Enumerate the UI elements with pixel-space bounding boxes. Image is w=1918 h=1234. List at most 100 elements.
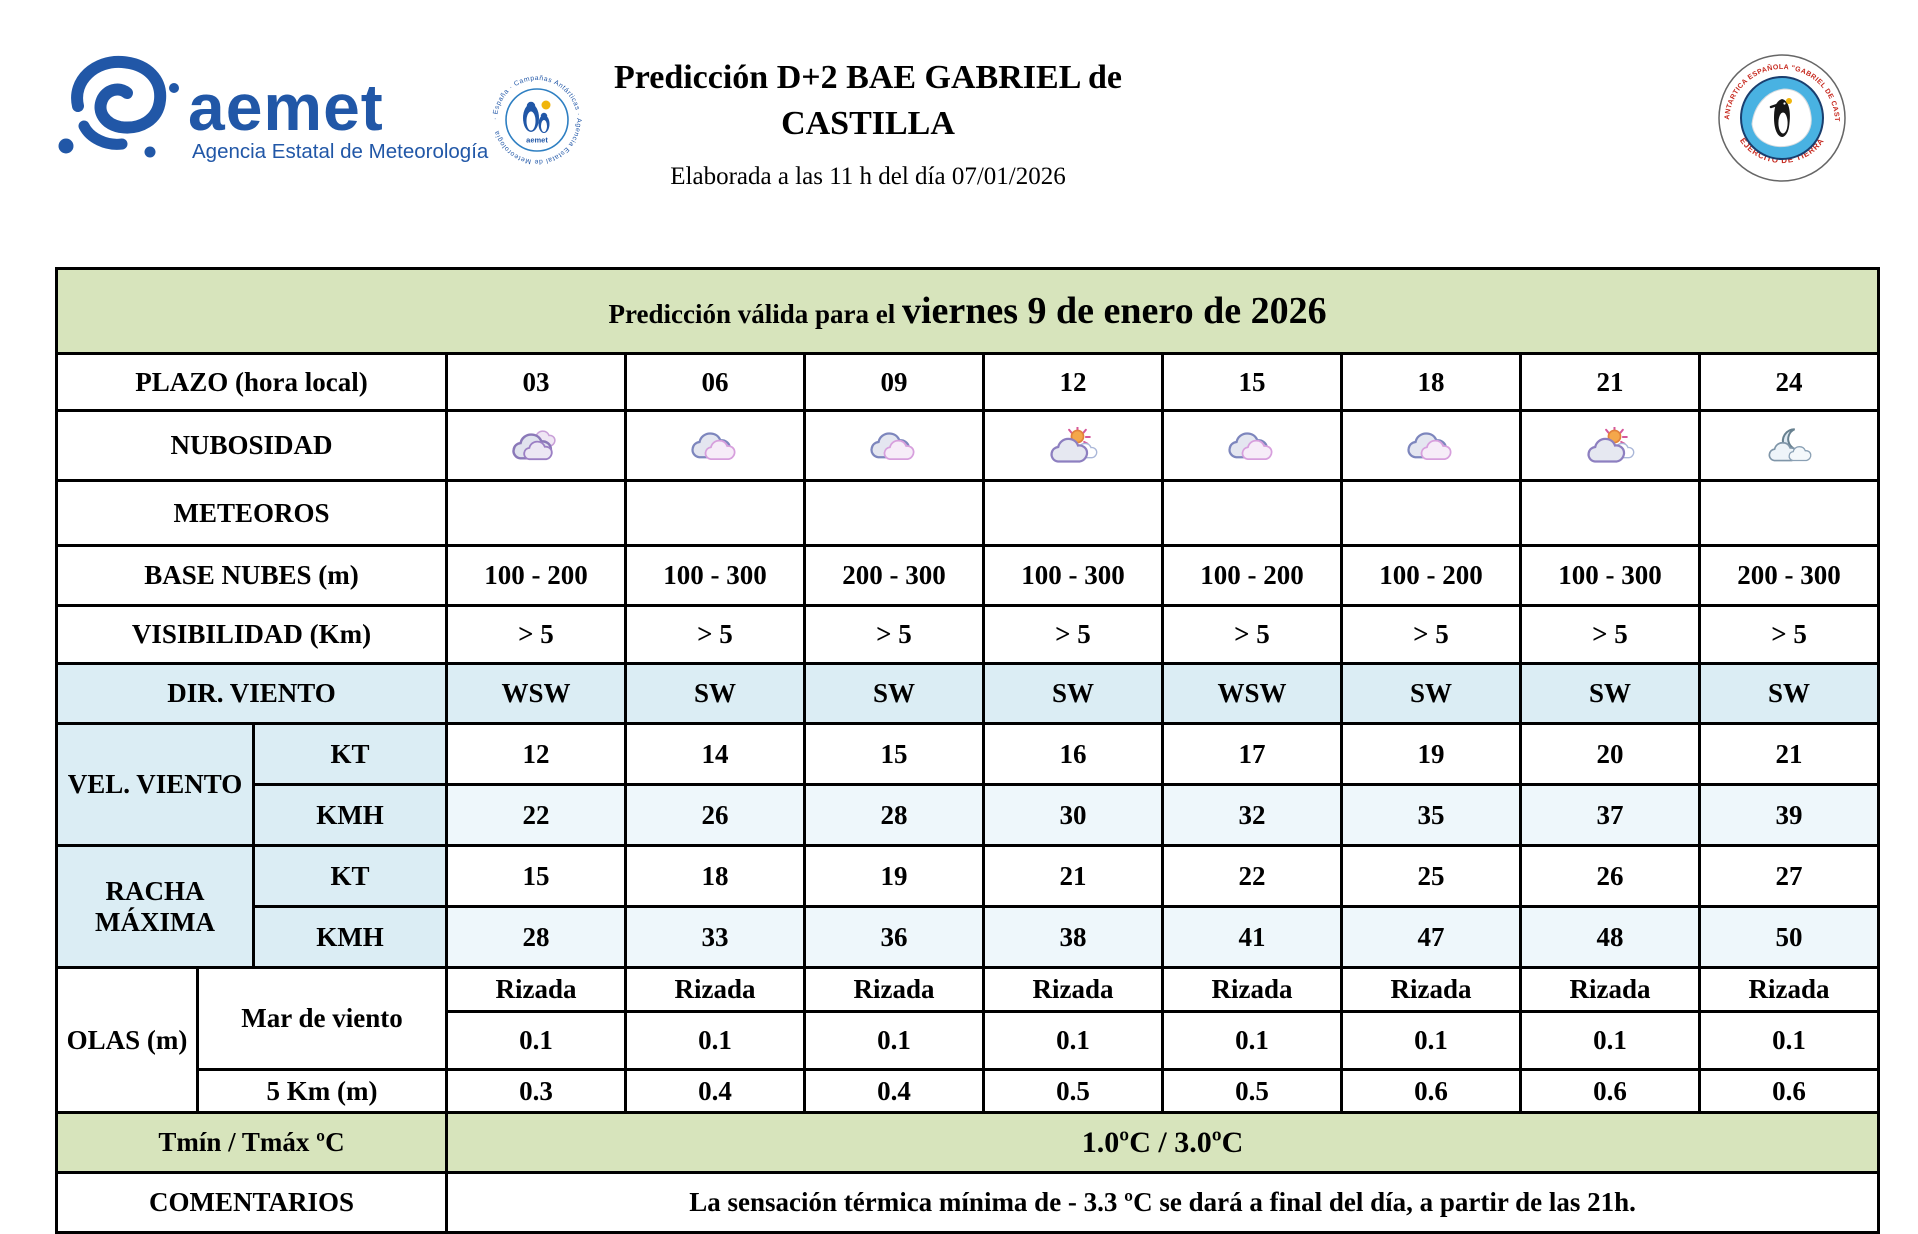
plazo-hour-cell: 24 (1697, 352, 1881, 412)
page-title: Predicción D+2 BAE GABRIEL de CASTILLA (613, 59, 1122, 142)
nubosidad-icon-cell (1161, 409, 1343, 482)
olas-5km-cell: 0.6 (1340, 1068, 1522, 1114)
row-base-nubes: BASE NUBES (m) 100 - 200 100 - 300 200 -… (55, 544, 1881, 607)
visibilidad-cell: > 5 (1519, 604, 1701, 665)
meteoros-cell (1161, 479, 1343, 547)
dir-viento-cell: SW (1519, 662, 1701, 725)
aemet-tagline: Agencia Estatal de Meteorología (192, 140, 489, 163)
penguin-icon (1769, 98, 1792, 137)
vel-kt-cell: 12 (445, 722, 627, 786)
plazo-hour-cell: 03 (445, 352, 627, 412)
comentarios-label: COMENTARIOS (55, 1171, 448, 1234)
row-olas-estado: OLAS (m) Mar de viento Rizada Rizada Riz… (55, 966, 1881, 1114)
vel-kt-cell: 16 (982, 722, 1164, 786)
visibilidad-cell: > 5 (982, 604, 1164, 665)
weather-icon-nubes-sol (1582, 426, 1638, 466)
page-header: aemet Agencia Estatal de Meteorología · … (0, 0, 1918, 267)
row-temp: Tmín / Tmáx ºC 1.0ºC / 3.0ºC (55, 1111, 1881, 1174)
weather-icon-nuboso (1224, 426, 1280, 466)
vel-kt-label: KT (252, 722, 448, 786)
dir-viento-cell: SW (1340, 662, 1522, 725)
olas-estado-cell: Rizada (1340, 966, 1522, 1013)
row-comentarios: COMENTARIOS La sensación térmica mínima … (55, 1171, 1881, 1234)
row-meteoros: METEOROS (55, 479, 1881, 547)
visibilidad-cell: > 5 (803, 604, 985, 665)
comentarios-text: La sensación térmica mínima de - 3.3 ºC … (444, 1171, 1881, 1234)
vel-kmh-cell: 26 (624, 783, 806, 847)
racha-kt-cell: 19 (803, 844, 985, 908)
racha-kt-cell: 27 (1697, 844, 1881, 908)
row-vel-kmh: KMH 22 26 28 30 32 35 37 39 (57, 783, 1881, 847)
plazo-hour-cell: 15 (1161, 352, 1343, 412)
weather-icon-nubes-luna (1761, 426, 1817, 466)
plazo-hour-cell: 09 (803, 352, 985, 412)
racha-label: RACHA MÁXIMA (55, 844, 255, 969)
base-nubes-label: BASE NUBES (m) (55, 544, 448, 607)
dir-viento-cell: SW (803, 662, 985, 725)
weather-icon-nuboso (866, 426, 922, 466)
racha-kmh-cell: 33 (624, 905, 806, 969)
dir-viento-cell: SW (624, 662, 806, 725)
nubosidad-icon-cell (1340, 409, 1522, 482)
base-nubes-cell: 100 - 200 (445, 544, 627, 607)
row-racha-kmh: KMH 28 33 36 38 41 47 48 50 (57, 905, 1881, 969)
vel-kmh-cell: 35 (1340, 783, 1522, 847)
visibilidad-label: VISIBILIDAD (Km) (55, 604, 448, 665)
nubosidad-icon-cell (803, 409, 985, 482)
row-plazo: PLAZO (hora local) 03 06 09 12 15 18 21 … (55, 352, 1881, 412)
meteoros-cell (982, 479, 1164, 547)
olas-altura-cell: 0.1 (1340, 1010, 1522, 1071)
vel-kt-cell: 17 (1161, 722, 1343, 786)
visibilidad-cell: > 5 (1340, 604, 1522, 665)
olas-altura-cell: 0.1 (803, 1010, 985, 1071)
visibilidad-cell: > 5 (1697, 604, 1881, 665)
racha-kmh-label: KMH (252, 905, 448, 969)
meteoros-cell (445, 479, 627, 547)
visibilidad-cell: > 5 (624, 604, 806, 665)
vel-kt-cell: 14 (624, 722, 806, 786)
racha-kt-cell: 15 (445, 844, 627, 908)
aemet-logo-graphic: aemet Agencia Estatal de Meteorología · … (58, 55, 587, 170)
racha-kmh-cell: 48 (1519, 905, 1701, 969)
olas-5km-cell: 0.5 (1161, 1068, 1343, 1114)
nubosidad-icon-cell (982, 409, 1164, 482)
base-nubes-cell: 100 - 200 (1161, 544, 1343, 607)
row-olas-5km: 5 Km (m) 0.3 0.4 0.4 0.5 0.5 0.6 0.6 0.6 (57, 1068, 1881, 1114)
racha-kmh-cell: 50 (1697, 905, 1881, 969)
vel-kmh-cell: 37 (1519, 783, 1701, 847)
olas-altura-cell: 0.1 (1161, 1010, 1343, 1071)
plazo-hour-cell: 12 (982, 352, 1164, 412)
base-nubes-cell: 100 - 300 (624, 544, 806, 607)
aemet-wordmark: aemet (188, 70, 384, 144)
mar-de-viento-label: Mar de viento (196, 966, 448, 1071)
temp-value: 1.0ºC / 3.0ºC (444, 1111, 1881, 1174)
racha-kt-cell: 18 (624, 844, 806, 908)
nubosidad-icon-cell (1519, 409, 1701, 482)
olas-estado-cell: Rizada (624, 966, 806, 1013)
aemet-logo: aemet Agencia Estatal de Meteorología · … (50, 48, 610, 185)
dir-viento-cell: SW (1697, 662, 1881, 725)
vel-kt-cell: 20 (1519, 722, 1701, 786)
racha-kmh-cell: 47 (1340, 905, 1522, 969)
base-gabriel-castilla-badge: BASE ANTARTICA ESPAÑOLA "GABRIEL DE CAST… (1712, 48, 1852, 193)
row-vel-kt: VEL. VIENTO KT 12 14 15 16 17 19 20 21 (55, 722, 1881, 847)
badge-center-text: aemet (526, 136, 548, 145)
dir-viento-label: DIR. VIENTO (55, 662, 448, 725)
valid-date-banner: Predicción válida para el viernes 9 de e… (54, 267, 1881, 355)
olas-5km-cell: 0.4 (624, 1068, 806, 1114)
racha-kt-cell: 25 (1340, 844, 1522, 908)
meteoros-cell (1519, 479, 1701, 547)
racha-kmh-cell: 38 (982, 905, 1164, 969)
olas-label: OLAS (m) (55, 966, 199, 1114)
vel-kmh-cell: 32 (1161, 783, 1343, 847)
olas-5km-cell: 0.3 (445, 1068, 627, 1114)
vel-viento-label: VEL. VIENTO (55, 722, 255, 847)
penguins-icon (523, 100, 551, 133)
meteoros-label: METEOROS (55, 479, 448, 547)
plazo-label: PLAZO (hora local) (55, 352, 448, 412)
row-visibilidad: VISIBILIDAD (Km) > 5 > 5 > 5 > 5 > 5 > 5… (55, 604, 1881, 665)
temp-label: Tmín / Tmáx ºC (55, 1111, 448, 1174)
dir-viento-cell: WSW (445, 662, 627, 725)
plazo-hour-cell: 06 (624, 352, 806, 412)
